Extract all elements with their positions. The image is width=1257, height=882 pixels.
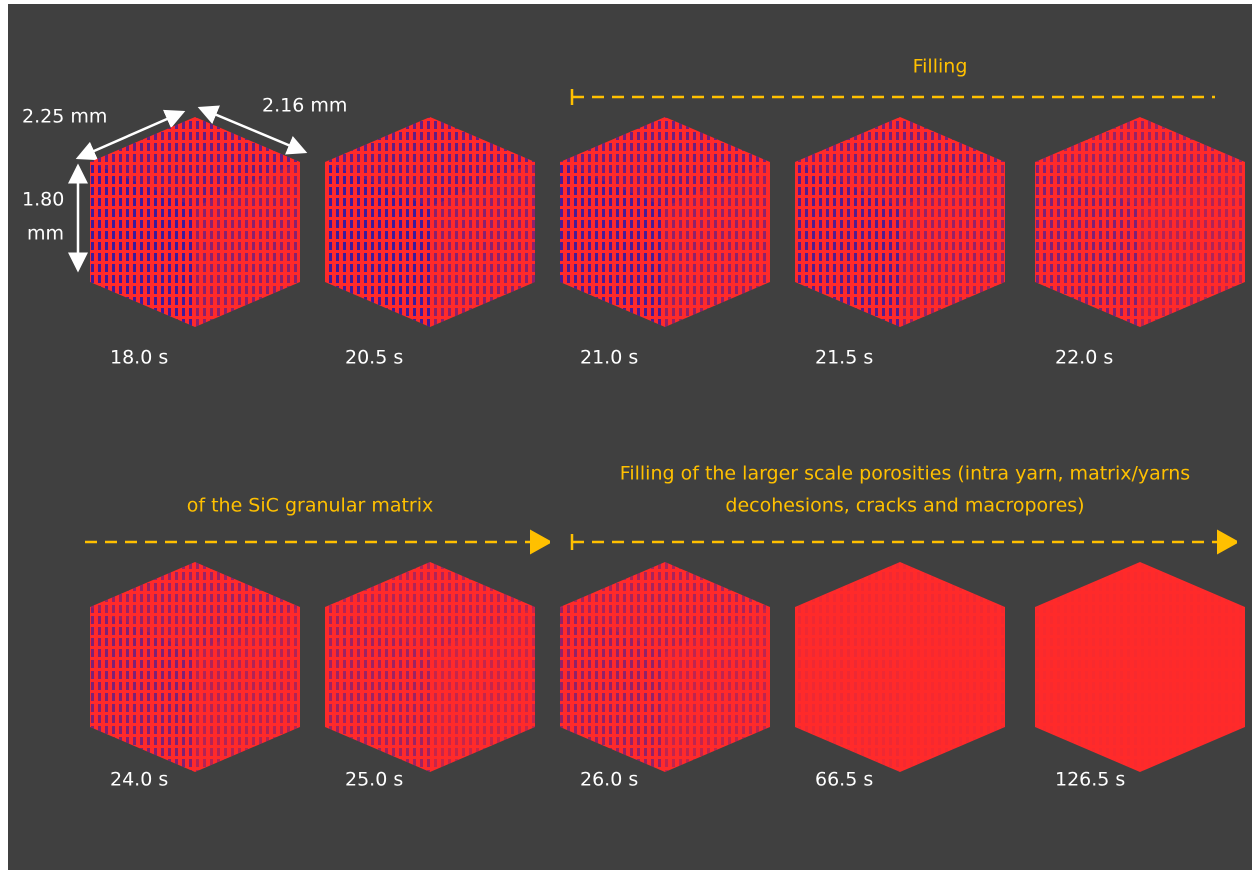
time-label: 26.0 s [580, 769, 638, 791]
cube-top-face [795, 117, 1005, 207]
dimension-label: mm [27, 223, 64, 245]
cube-right-face [1140, 162, 1245, 327]
cube-right-face [665, 607, 770, 772]
time-label: 66.5 s [815, 769, 873, 791]
cube-right-face [1140, 607, 1245, 772]
cube-right-face [195, 607, 300, 772]
dimension-label: 1.80 [22, 189, 64, 211]
cube-left-face [560, 607, 665, 772]
dimension-arrow [197, 105, 308, 155]
volume-render [325, 562, 535, 772]
volume-render [795, 562, 1005, 772]
volume-render [1035, 562, 1245, 772]
cube-top-face [560, 562, 770, 652]
time-label: 25.0 s [345, 769, 403, 791]
time-label: 20.5 s [345, 347, 403, 369]
time-label: 21.0 s [580, 347, 638, 369]
cube-left-face [325, 162, 430, 327]
dimension-arrow [75, 109, 186, 161]
cube-top-face [90, 117, 300, 207]
cube-left-face [795, 607, 900, 772]
time-label: 18.0 s [110, 347, 168, 369]
time-label: 24.0 s [110, 769, 168, 791]
cube-left-face [325, 607, 430, 772]
cube-left-face [795, 162, 900, 327]
cube-top-face [1035, 117, 1245, 207]
volume-render [795, 117, 1005, 327]
cube-top-face [325, 562, 535, 652]
cube-top-face [90, 562, 300, 652]
volume-render [90, 117, 300, 327]
cube-top-face [1035, 562, 1245, 652]
phase-arrows [85, 89, 1222, 550]
cube-left-face [1035, 162, 1140, 327]
volume-render [1035, 117, 1245, 327]
annotation: of the SiC granular matrix [187, 495, 434, 517]
cube-right-face [430, 607, 535, 772]
annotation: decohesions, cracks and macropores) [725, 495, 1084, 517]
time-label: 22.0 s [1055, 347, 1113, 369]
cube-top-face [795, 562, 1005, 652]
cube-left-face [90, 162, 195, 327]
time-label: 21.5 s [815, 347, 873, 369]
dimension-label: 2.25 mm [22, 106, 107, 128]
volume-render [560, 562, 770, 772]
cube-left-face [1035, 607, 1140, 772]
cube-right-face [900, 607, 1005, 772]
annotation: Filling of the larger scale porosities (… [620, 463, 1190, 485]
volume-render [325, 117, 535, 327]
cube-left-face [560, 162, 665, 327]
cube-top-face [560, 117, 770, 207]
cube-top-face [325, 117, 535, 207]
cube-right-face [665, 162, 770, 327]
annotation: Filling [913, 56, 968, 78]
cube-right-face [195, 162, 300, 327]
time-label: 126.5 s [1055, 769, 1125, 791]
volume-render [560, 117, 770, 327]
volume-render [90, 562, 300, 772]
cube-right-face [430, 162, 535, 327]
dimension-label: 2.16 mm [262, 95, 347, 117]
cube-right-face [900, 162, 1005, 327]
cube-left-face [90, 607, 195, 772]
